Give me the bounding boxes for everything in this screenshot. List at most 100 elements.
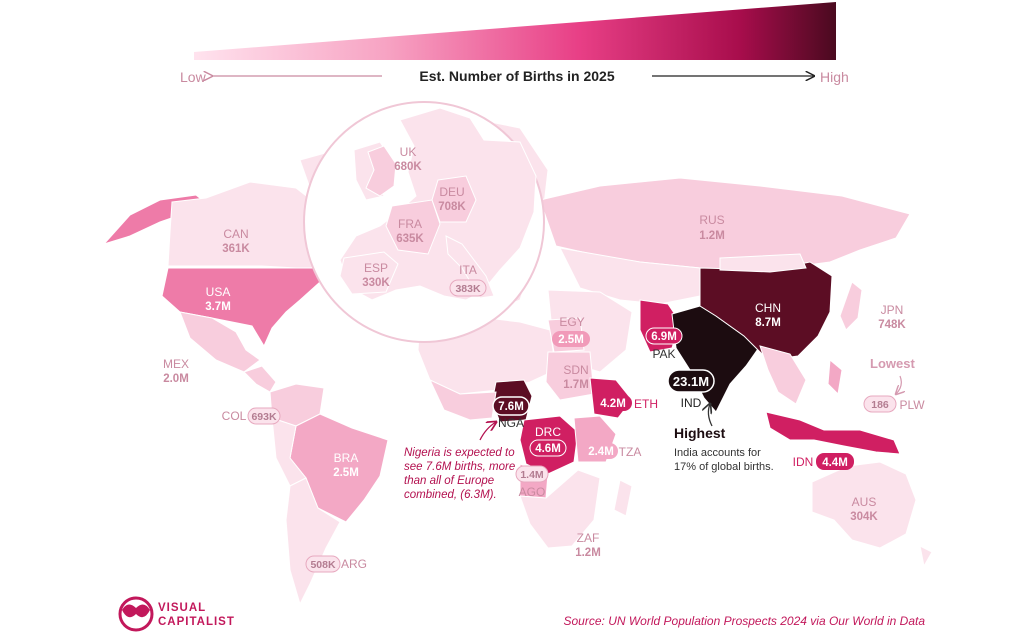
country-japan — [839, 281, 863, 331]
nigeria-note-line-4: combined, (6.3M). — [404, 489, 497, 501]
nigeria-arrow — [479, 422, 496, 441]
country-indonesia — [765, 411, 901, 455]
label-idn-code: IDN — [793, 455, 814, 469]
pill-plw — [863, 395, 897, 413]
label-can-value: 361K — [222, 243, 250, 255]
pill-egy — [552, 331, 590, 347]
label-esp-code: ESP — [364, 261, 388, 275]
label-usa-value: 3.7M — [205, 301, 231, 313]
label-ind-code: IND — [681, 396, 702, 410]
country-mongolia — [719, 253, 807, 273]
label-tza-value: 2.4M — [588, 446, 614, 458]
label-jpn-code: JPN — [881, 303, 904, 317]
highest-title: Highest — [674, 425, 726, 441]
nigeria-note-line-1: Nigeria is expected to — [404, 447, 515, 459]
label-eth-value: 4.2M — [600, 398, 626, 410]
label-mex-value: 2.0M — [163, 373, 189, 385]
region-central-asia — [559, 247, 701, 305]
label-deu-value: 708K — [438, 201, 466, 213]
pill-ago — [515, 465, 549, 483]
label-sdn-code: SDN — [563, 363, 588, 377]
highest-text: India accounts for 17% of global births. — [674, 447, 774, 473]
country-germany-magnified — [431, 175, 477, 223]
label-arg-value: 508K — [310, 559, 336, 571]
label-drc-value: 4.6M — [535, 443, 561, 455]
label-usa-code: USA — [206, 285, 231, 299]
pill-arg — [305, 555, 341, 573]
label-tza-code: TZA — [619, 445, 642, 459]
label-fra-value: 635K — [396, 233, 424, 245]
label-rus-code: RUS — [699, 213, 724, 227]
legend: Low Est. Number of Births in 2025 High — [180, 2, 849, 85]
source-text: Source: UN World Population Prospects 20… — [564, 614, 926, 628]
label-nga-code: NGA — [498, 416, 524, 430]
label-mex-code: MEX — [163, 357, 189, 371]
country-france-magnified — [385, 199, 441, 255]
label-ita-code: ITA — [459, 263, 477, 277]
pill-idn — [816, 453, 854, 470]
label-col-value: 693K — [251, 411, 277, 423]
label-idn-value: 4.4M — [822, 457, 848, 469]
highest-arrow — [708, 404, 713, 427]
label-egy-code: EGY — [559, 315, 584, 329]
pill-pak — [645, 327, 683, 345]
label-ago-value: 1.4M — [520, 469, 544, 481]
country-uk-magnified — [365, 145, 397, 197]
brand-line-2: CAPITALIST — [158, 616, 235, 628]
label-egy-value: 2.5M — [558, 334, 584, 346]
label-sdn-value: 1.7M — [563, 379, 589, 391]
brand-line-1: VISUAL — [158, 602, 206, 614]
pill-drc — [529, 439, 567, 457]
label-ita-value: 383K — [455, 283, 481, 295]
annotations: Nigeria is expected to see 7.6M births, … — [404, 356, 915, 501]
label-fra-code: FRA — [398, 217, 422, 231]
label-deu-code: DEU — [439, 185, 464, 199]
country-south-africa — [519, 469, 601, 549]
label-eth-code: ETH — [634, 397, 658, 411]
label-jpn-value: 748K — [878, 319, 906, 331]
label-plw-value: 186 — [871, 399, 889, 411]
country-labels: CAN 361K USA 3.7M MEX 2.0M COL 693K BRA … — [163, 145, 925, 573]
label-col-code: COL — [222, 409, 247, 423]
legend-high-label: High — [820, 69, 849, 85]
label-chn-code: CHN — [755, 301, 781, 315]
highest-text-line-1: India accounts for — [674, 447, 761, 459]
label-uk-value: 680K — [394, 161, 422, 173]
legend-low-label: Low — [180, 69, 207, 85]
nigeria-note: Nigeria is expected to see 7.6M births, … — [404, 447, 518, 501]
highest-text-line-2: 17% of global births. — [674, 461, 774, 473]
label-plw-code: PLW — [899, 398, 925, 412]
label-rus-value: 1.2M — [699, 230, 725, 242]
pill-ind — [667, 369, 715, 393]
label-aus-code: AUS — [852, 495, 877, 509]
region-se-asia — [759, 345, 807, 405]
country-australia — [811, 461, 917, 549]
label-nga-value: 7.6M — [498, 401, 524, 413]
country-usa — [161, 267, 321, 348]
label-uk-code: UK — [400, 145, 417, 159]
lowest-arrow — [896, 375, 901, 394]
pill-eth — [594, 395, 632, 411]
label-bra-value: 2.5M — [333, 467, 359, 479]
label-arg-code: ARG — [341, 557, 367, 571]
nigeria-note-line-3: than all of Europe — [404, 475, 494, 487]
country-philippines — [827, 359, 843, 396]
country-canada — [167, 181, 323, 269]
label-pak-value: 6.9M — [651, 331, 677, 343]
label-ago-code: AGO — [519, 485, 546, 499]
label-pak-code: PAK — [652, 347, 675, 361]
country-mexico — [179, 311, 261, 373]
region-west-africa — [428, 378, 497, 421]
label-zaf-code: ZAF — [577, 531, 600, 545]
pill-tza — [584, 443, 618, 459]
label-ind-value: 23.1M — [673, 374, 709, 389]
pill-nga — [492, 396, 530, 416]
country-central-america — [243, 365, 277, 393]
branding: VISUAL CAPITALIST Source: UN World Popul… — [118, 596, 926, 632]
country-spain-magnified — [339, 251, 399, 295]
country-madagascar — [613, 479, 633, 517]
label-chn-value: 8.7M — [755, 317, 781, 329]
country-new-zealand — [919, 545, 933, 568]
label-bra-code: BRA — [334, 451, 359, 465]
legend-title: Est. Number of Births in 2025 — [419, 68, 614, 84]
